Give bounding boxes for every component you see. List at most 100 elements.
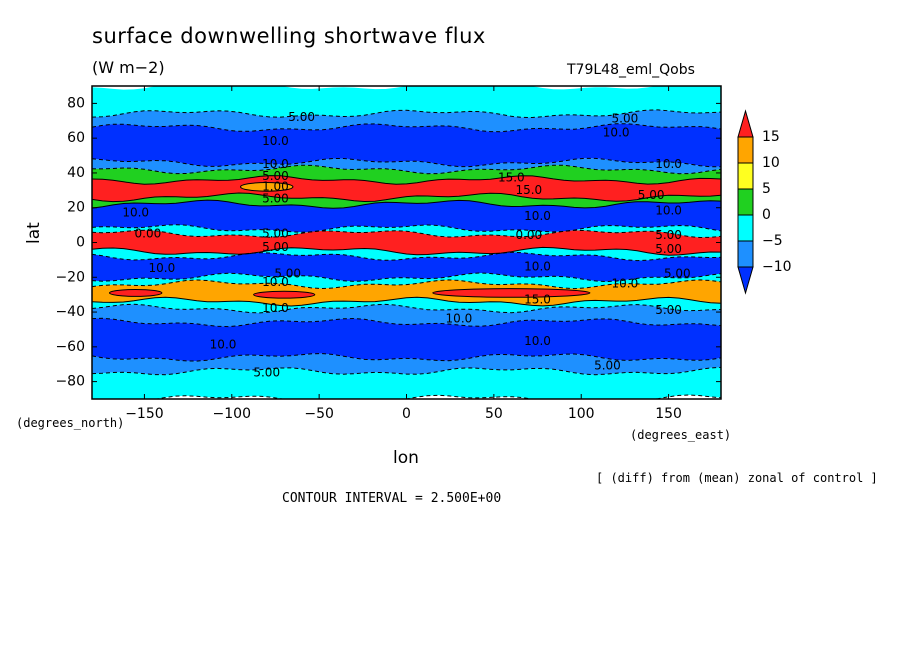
contour-label: 10.0 xyxy=(446,312,473,326)
flux-band xyxy=(92,304,721,327)
colorbar-label: −5 xyxy=(762,233,783,249)
y-tick-label: 60 xyxy=(67,130,85,146)
contour-line xyxy=(92,353,721,362)
x-tick-label: −50 xyxy=(304,406,334,422)
x-axis-units: (degrees_east) xyxy=(630,428,732,442)
y-tick-label: −40 xyxy=(55,304,85,320)
colorbar-segment xyxy=(737,136,754,164)
y-tick-label: −60 xyxy=(55,339,85,355)
x-tick-label: −100 xyxy=(213,406,251,422)
contour-line xyxy=(92,317,721,328)
x-tick-label: 0 xyxy=(402,406,411,422)
colorbar-label: 15 xyxy=(762,129,780,145)
flux-maximum xyxy=(240,182,294,192)
flux-maximum xyxy=(253,290,316,299)
x-tick-label: 50 xyxy=(485,406,503,422)
contour-label: 10.0 xyxy=(603,125,630,139)
flux-band xyxy=(92,273,721,289)
flux-band xyxy=(92,367,721,399)
contour-label: 10.0 xyxy=(524,259,551,273)
contour-line xyxy=(92,246,721,256)
flux-band xyxy=(92,175,721,202)
contour-line xyxy=(92,109,721,119)
contour-interval: CONTOUR INTERVAL = 2.500E+00 xyxy=(282,491,502,506)
colorbar-label: 5 xyxy=(762,181,771,197)
contour-label: 0.00 xyxy=(135,226,162,240)
y-tick-label: −20 xyxy=(55,269,85,285)
contour-label: 10.0 xyxy=(149,261,176,275)
y-tick-label: 80 xyxy=(67,95,85,111)
contour-label: 5.00 xyxy=(274,266,301,280)
contour-line xyxy=(92,123,721,133)
colorbar-top-arrow xyxy=(737,109,754,138)
colorbar-bottom-arrow xyxy=(737,266,754,295)
contour-label: 10.0 xyxy=(612,277,639,291)
colorbar-label: 10 xyxy=(762,155,780,171)
y-tick-label: 20 xyxy=(67,200,85,216)
y-tick-label: 0 xyxy=(76,235,85,251)
contour-label: 10.0 xyxy=(262,134,289,148)
flux-band xyxy=(92,123,721,167)
colorbar-label: −10 xyxy=(762,259,792,275)
contour-label: 5.00 xyxy=(655,242,682,256)
contour-label: 5.00 xyxy=(262,240,289,254)
contour-line xyxy=(92,366,721,376)
flux-maximum xyxy=(108,288,163,297)
colorbar-segment xyxy=(737,162,754,190)
contour-line xyxy=(92,224,721,233)
colorbar-label: 0 xyxy=(762,207,771,223)
flux-band xyxy=(92,200,721,233)
colorbar-segment xyxy=(737,188,754,216)
contour-line xyxy=(92,199,721,209)
flux-band xyxy=(92,318,721,362)
contour-line xyxy=(92,296,721,307)
x-tick-label: −150 xyxy=(125,406,163,422)
contour-label: 10.0 xyxy=(262,275,289,289)
contour-line xyxy=(92,279,721,290)
contour-label: 10.0 xyxy=(210,338,237,352)
contour-label: 5.00 xyxy=(594,358,621,372)
contour-label: 5.00 xyxy=(253,365,280,379)
contour-line xyxy=(92,272,721,283)
contour-line xyxy=(92,251,721,262)
y-tick-label: 40 xyxy=(67,165,85,181)
contour-label: 5.00 xyxy=(638,188,665,202)
contour-line xyxy=(92,157,721,168)
contour-label: 10.0 xyxy=(524,334,551,348)
colorbar-segment xyxy=(737,214,754,242)
flux-maximum xyxy=(432,288,591,298)
x-tick-label: 150 xyxy=(655,406,682,422)
chart-title: surface downwelling shortwave flux xyxy=(92,24,486,48)
flux-band xyxy=(92,165,721,185)
contour-label: 10.0 xyxy=(262,157,289,171)
flux-band xyxy=(92,297,721,313)
colorbar-segment xyxy=(737,240,754,268)
comparison-note: [ (diff) from (mean) zonal of control ] xyxy=(596,471,878,485)
flux-band xyxy=(92,109,721,132)
contour-line xyxy=(92,164,721,175)
contour-label: 5.00 xyxy=(655,228,682,242)
contour-label: 15.0 xyxy=(498,171,525,185)
contour-label: 5.00 xyxy=(262,192,289,206)
flux-band xyxy=(92,193,721,209)
contour-label: 5.00 xyxy=(262,226,289,240)
flux-band xyxy=(92,230,721,256)
contour-line xyxy=(92,303,721,314)
experiment-label: T79L48_eml_Qobs xyxy=(567,62,695,78)
contour-line xyxy=(92,192,721,203)
contour-label: 1.00 xyxy=(262,179,289,193)
contour-label: 0.00 xyxy=(515,228,542,242)
contour-label: 15.0 xyxy=(515,183,542,197)
flux-band xyxy=(92,158,721,174)
contour-label: 15.0 xyxy=(524,292,551,306)
contour-label: 10.0 xyxy=(655,204,682,218)
contour-label: 5.00 xyxy=(664,266,691,280)
contour-line xyxy=(154,394,721,399)
y-tick-label: −80 xyxy=(55,374,85,390)
contour-label: 5.00 xyxy=(288,110,315,124)
x-tick-label: 100 xyxy=(568,406,595,422)
flux-band xyxy=(92,86,721,118)
contour-label: 5.00 xyxy=(655,303,682,317)
chart-units: (W m−2) xyxy=(92,58,165,77)
